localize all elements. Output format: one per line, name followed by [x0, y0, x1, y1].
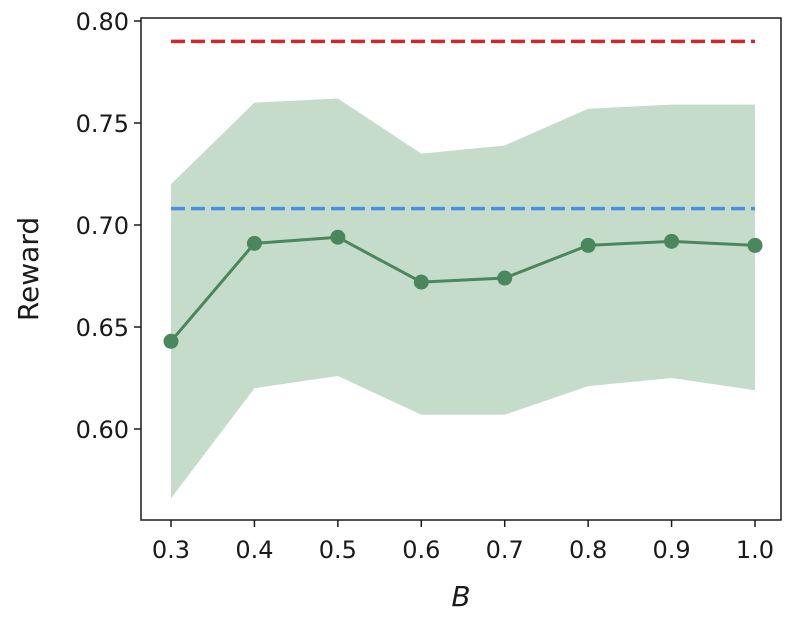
data-point — [497, 270, 513, 286]
x-tick-label: 0.6 — [402, 536, 440, 564]
y-tick-label: 0.70 — [76, 212, 129, 240]
reference-lines-layer — [171, 39, 755, 211]
y-tick-label: 0.60 — [76, 416, 129, 444]
data-point — [163, 333, 179, 349]
confidence-band — [171, 98, 755, 499]
x-axis-label: B — [451, 580, 470, 613]
y-axis-label: Reward — [12, 217, 45, 321]
data-point — [747, 237, 763, 253]
x-axis-ticks: 0.3 0.4 0.5 0.6 0.7 0.8 0.9 1.0 — [152, 520, 774, 564]
data-point — [330, 229, 346, 245]
series-layer — [163, 229, 763, 349]
confidence-band-layer — [171, 98, 755, 499]
y-axis-ticks: 0.60 0.65 0.70 0.75 0.80 — [76, 8, 141, 444]
x-tick-label: 1.0 — [736, 536, 774, 564]
x-tick-label: 0.7 — [486, 536, 524, 564]
x-tick-label: 0.3 — [152, 536, 190, 564]
x-tick-label: 0.5 — [319, 536, 357, 564]
x-tick-label: 0.8 — [569, 536, 607, 564]
x-tick-label: 0.9 — [652, 536, 690, 564]
y-tick-label: 0.65 — [76, 314, 129, 342]
data-point — [580, 237, 596, 253]
y-tick-label: 0.75 — [76, 110, 129, 138]
data-point — [664, 233, 680, 249]
series-line — [169, 235, 756, 343]
plot-frame — [140, 17, 782, 521]
data-point — [413, 274, 429, 290]
y-tick-label: 0.80 — [76, 8, 129, 36]
data-point — [246, 235, 262, 251]
x-tick-label: 0.4 — [235, 536, 273, 564]
